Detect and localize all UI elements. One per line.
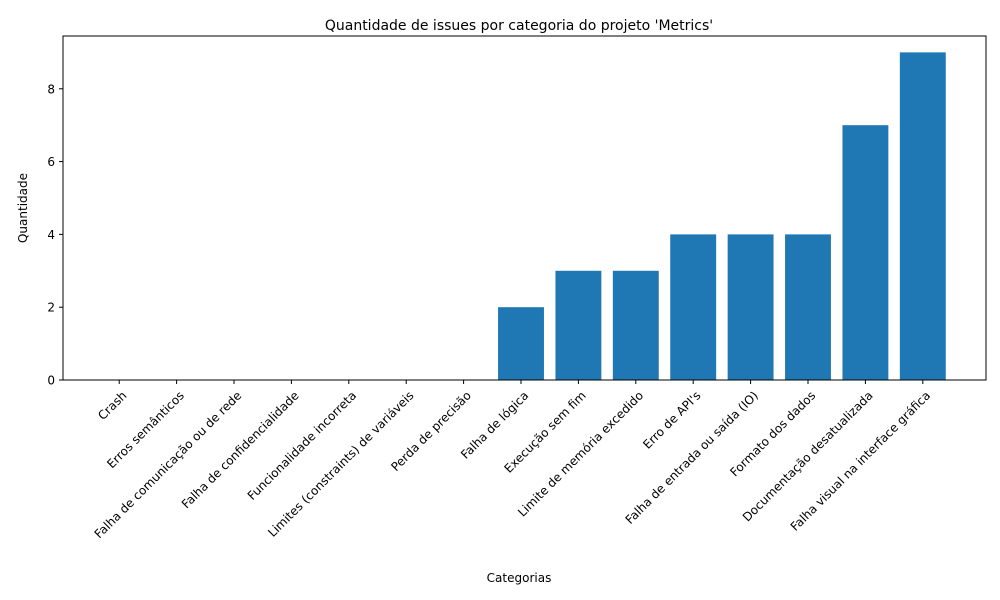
x-axis-label: Categorias xyxy=(487,571,552,585)
bar-9 xyxy=(612,270,659,380)
bar-14 xyxy=(899,52,946,380)
y-axis: 0 2 4 6 8 xyxy=(47,82,63,388)
bar-11 xyxy=(727,234,774,380)
bar-13 xyxy=(842,125,889,380)
x-tick-label: Falha de confidencialidade xyxy=(179,388,302,511)
plot-frame xyxy=(62,35,987,381)
y-axis-label: Quantidade xyxy=(16,173,30,243)
x-tick-label: Crash xyxy=(95,388,129,422)
x-tick-label: Limite de memória excedido xyxy=(515,388,646,519)
bar-8 xyxy=(555,270,602,380)
bar-7 xyxy=(498,307,544,380)
y-tick-label: 8 xyxy=(47,82,55,96)
bar-12 xyxy=(785,234,831,380)
y-tick-label: 0 xyxy=(47,374,55,388)
y-tick-label: 6 xyxy=(47,155,55,169)
x-tick-label: Funcionalidade incorreta xyxy=(245,388,359,502)
bar-10 xyxy=(670,234,717,380)
chart-title: Quantidade de issues por categoria do pr… xyxy=(325,18,713,34)
bars-group xyxy=(498,52,946,380)
y-tick-label: 4 xyxy=(47,228,55,242)
x-tick-label: Erro de API's xyxy=(640,388,703,451)
y-tick-label: 2 xyxy=(47,301,55,315)
